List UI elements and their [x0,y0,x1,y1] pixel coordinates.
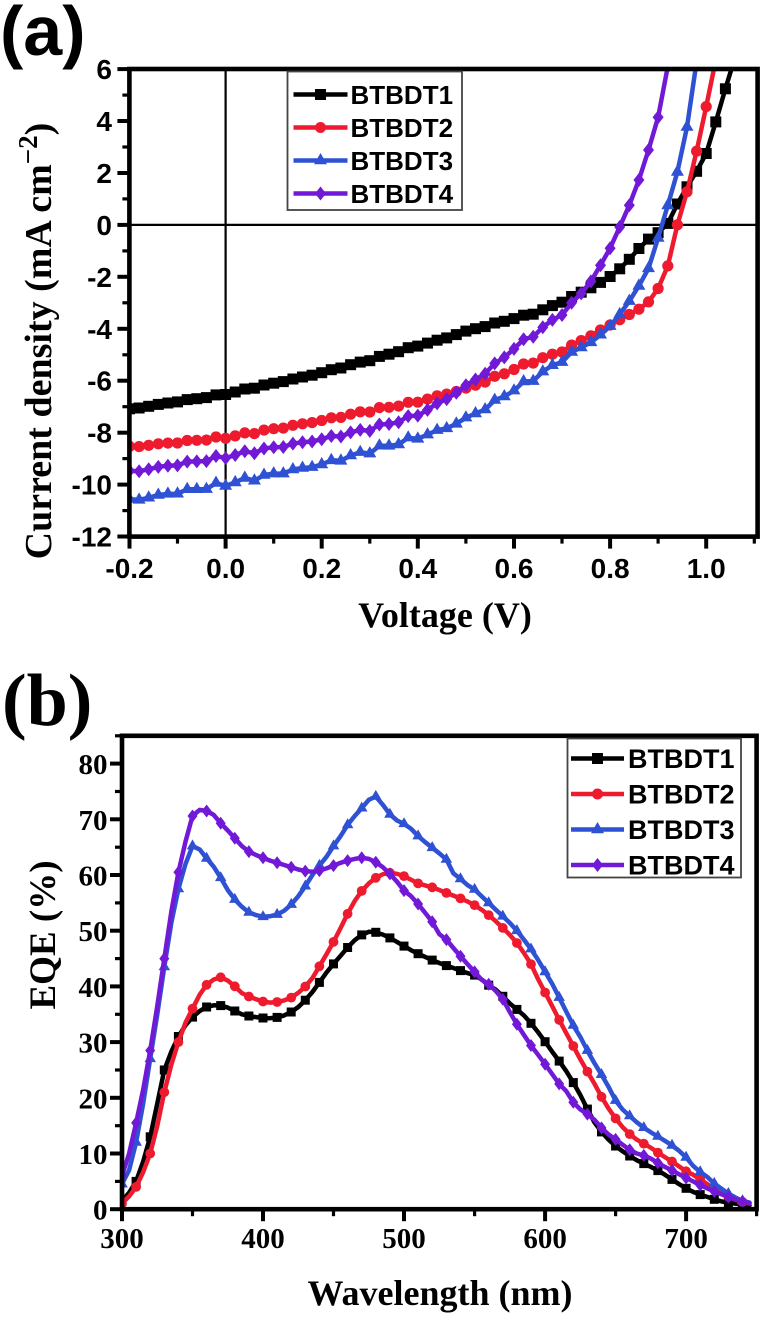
svg-text:0.0: 0.0 [206,553,245,584]
svg-text:-4: -4 [87,314,112,345]
svg-text:BTBDT2: BTBDT2 [628,780,735,810]
svg-text:2: 2 [96,158,112,189]
svg-text:-10: -10 [72,470,112,501]
svg-text:BTBDT4: BTBDT4 [628,851,735,881]
svg-text:500: 500 [382,1223,426,1255]
svg-text:400: 400 [241,1223,285,1255]
svg-text:BTBDT3: BTBDT3 [628,815,735,845]
svg-text:30: 30 [79,1028,108,1060]
svg-text:BTBDT1: BTBDT1 [628,744,735,774]
svg-text:0.8: 0.8 [591,553,630,584]
svg-text:Wavelength (nm): Wavelength (nm) [308,1273,573,1313]
svg-text:Voltage (V): Voltage (V) [358,595,532,635]
svg-text:EQE (%): EQE (%) [23,860,64,1009]
svg-text:0: 0 [93,1195,108,1227]
svg-text:(a): (a) [0,0,86,70]
svg-text:6: 6 [96,54,112,85]
svg-text:70: 70 [79,805,108,837]
svg-text:80: 80 [79,749,108,781]
svg-text:BTBDT1: BTBDT1 [351,80,454,110]
svg-text:-0.2: -0.2 [105,553,153,584]
svg-text:60: 60 [79,861,108,893]
svg-text:1.0: 1.0 [687,553,726,584]
svg-text:BTBDT2: BTBDT2 [351,113,454,143]
svg-text:(b): (b) [2,660,92,742]
svg-text:-6: -6 [87,366,112,397]
svg-text:0: 0 [96,210,112,241]
svg-text:50: 50 [79,916,108,948]
svg-text:600: 600 [523,1223,567,1255]
svg-text:0.2: 0.2 [302,553,341,584]
svg-text:4: 4 [96,106,112,137]
svg-text:BTBDT3: BTBDT3 [351,146,454,176]
svg-text:300: 300 [100,1223,144,1255]
svg-text:10: 10 [79,1139,108,1171]
svg-text:-12: -12 [72,522,112,553]
svg-text:0.6: 0.6 [495,553,534,584]
svg-text:BTBDT4: BTBDT4 [351,179,454,209]
svg-text:Current density (mA cm−2): Current density (mA cm−2) [13,123,60,560]
svg-text:40: 40 [79,972,108,1004]
svg-text:0.4: 0.4 [398,553,437,584]
svg-text:700: 700 [664,1223,708,1255]
svg-text:20: 20 [79,1083,108,1115]
svg-text:-2: -2 [87,262,112,293]
svg-text:-8: -8 [87,418,112,449]
